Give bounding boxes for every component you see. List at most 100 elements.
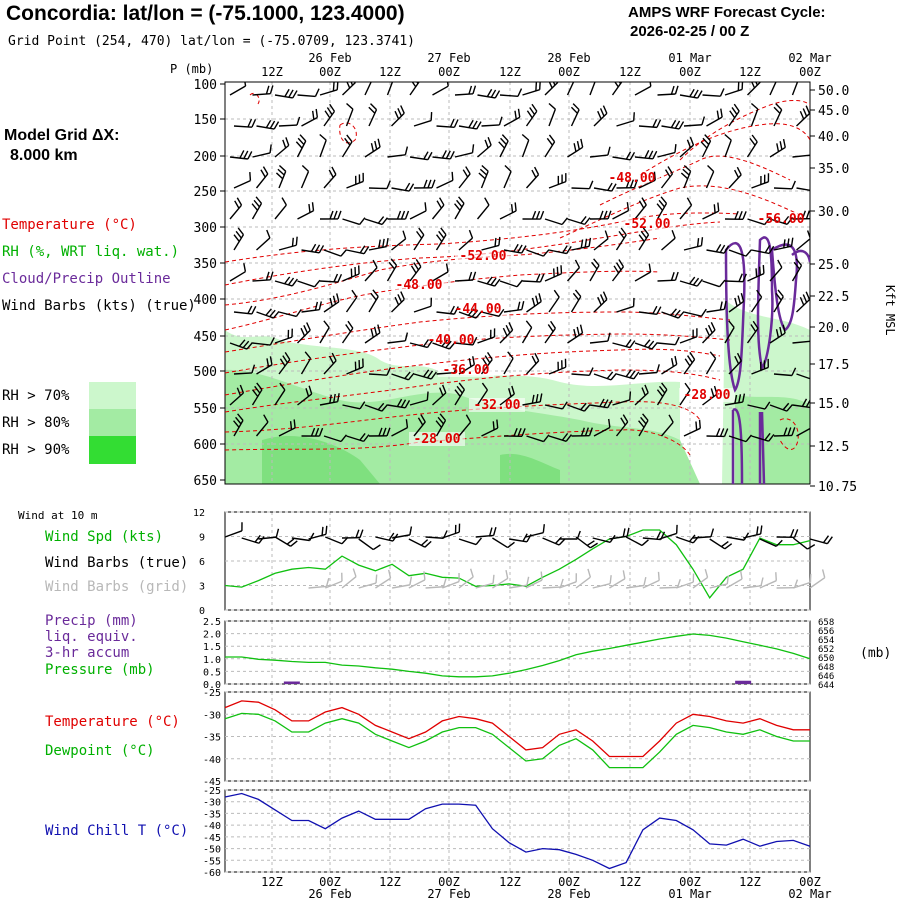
xs-wind-barb xyxy=(413,227,425,251)
barb-staff xyxy=(747,82,761,96)
barb-feather xyxy=(265,308,272,316)
barb-staff xyxy=(525,579,543,589)
wind-barb-true xyxy=(475,527,497,538)
barb-staff xyxy=(346,366,364,375)
barb-feather xyxy=(301,165,310,172)
barb-feather xyxy=(333,273,339,283)
xs-wind-barb xyxy=(611,82,624,96)
time-tick-label-bottom: 12Z xyxy=(739,875,761,889)
barb-staff xyxy=(308,533,327,540)
wind-barb-true xyxy=(408,538,432,548)
barb-feather xyxy=(445,150,451,159)
xs-wind-barb xyxy=(499,202,517,220)
barb-feather xyxy=(396,210,402,220)
xs-wind-barb xyxy=(364,82,374,96)
barb-staff xyxy=(503,116,521,127)
barb-feather xyxy=(521,245,527,254)
barb-feather xyxy=(310,243,317,252)
barb-staff xyxy=(616,373,635,380)
barb-feather xyxy=(738,273,743,282)
xs-wind-barb xyxy=(458,308,483,319)
temperature-contour-label: -48.00 xyxy=(609,171,656,186)
barb-staff xyxy=(454,279,474,282)
barb-staff xyxy=(300,358,312,375)
barb-staff xyxy=(323,110,336,127)
barb-staff xyxy=(634,85,652,96)
barb-feather xyxy=(511,385,515,395)
barb-feather xyxy=(346,103,354,110)
barb-feather xyxy=(593,258,600,266)
xs-wind-barb xyxy=(728,352,742,375)
barb-staff xyxy=(750,108,759,127)
barb-staff xyxy=(769,404,788,412)
barb-feather xyxy=(233,234,240,242)
barb-staff xyxy=(274,280,293,287)
barb-staff xyxy=(509,584,528,589)
barb-feather xyxy=(579,324,584,334)
xs-wind-barb xyxy=(301,427,324,437)
temperature-contour-label: -28.00 xyxy=(414,432,461,447)
xs-wind-barb xyxy=(751,432,775,442)
barb-feather xyxy=(604,230,609,239)
barb-staff xyxy=(544,218,563,226)
wind-ytick-label: 12 xyxy=(193,508,205,519)
barb-feather xyxy=(500,137,507,145)
barb-feather xyxy=(641,539,649,546)
barb-staff xyxy=(432,85,449,96)
barb-feather xyxy=(332,295,337,305)
barb-staff xyxy=(525,174,540,189)
barb-feather xyxy=(482,358,489,367)
xs-wind-barb xyxy=(503,301,525,313)
barb-staff xyxy=(319,89,338,96)
barb-feather xyxy=(475,311,483,319)
barb-feather xyxy=(430,297,433,307)
barb-staff xyxy=(492,577,509,589)
barb-staff xyxy=(593,298,608,313)
barb-feather xyxy=(234,200,240,209)
date-label-top: 02 Mar xyxy=(788,51,831,65)
barb-staff xyxy=(724,327,735,344)
barb-feather xyxy=(658,385,666,394)
barb-feather xyxy=(420,414,426,423)
barb-staff xyxy=(706,249,725,254)
rh90-area-2 xyxy=(500,453,560,484)
barb-staff xyxy=(256,311,274,319)
barb-feather xyxy=(266,358,270,367)
barb-feather xyxy=(445,340,452,349)
barb-staff xyxy=(796,373,810,381)
barb-feather xyxy=(498,116,503,126)
barb-feather xyxy=(522,533,528,542)
barb-feather xyxy=(791,180,796,190)
wind-barb-grid xyxy=(659,579,681,589)
xs-wind-barb xyxy=(657,336,680,346)
barb-feather xyxy=(821,569,826,578)
barb-feather xyxy=(436,200,442,209)
barb-feather xyxy=(724,543,733,550)
temperature-contour-11 xyxy=(599,155,791,206)
barb-staff xyxy=(759,538,777,547)
barb-staff xyxy=(683,311,702,317)
barb-feather xyxy=(648,82,652,87)
barb-feather xyxy=(738,394,742,403)
barb-feather xyxy=(475,537,482,545)
temp-ytick-label: -40 xyxy=(203,755,221,766)
barb-staff xyxy=(759,580,777,589)
barb-feather xyxy=(256,382,263,391)
date-label-bottom: 28 Feb xyxy=(547,887,590,900)
barb-feather xyxy=(260,169,266,178)
xs-wind-barb xyxy=(724,82,744,96)
xs-wind-barb xyxy=(278,352,291,375)
barb-feather xyxy=(561,174,563,184)
xs-wind-barb xyxy=(593,371,618,381)
barb-staff xyxy=(391,112,405,127)
barb-feather xyxy=(363,434,370,442)
barb-feather xyxy=(479,168,488,176)
barb-feather xyxy=(427,179,432,189)
xs-wind-barb xyxy=(323,249,348,257)
barb-feather xyxy=(458,573,460,582)
barb-staff xyxy=(252,92,271,96)
barb-staff xyxy=(229,85,246,96)
xs-wind-barb xyxy=(750,103,759,127)
barb-feather xyxy=(295,308,302,317)
